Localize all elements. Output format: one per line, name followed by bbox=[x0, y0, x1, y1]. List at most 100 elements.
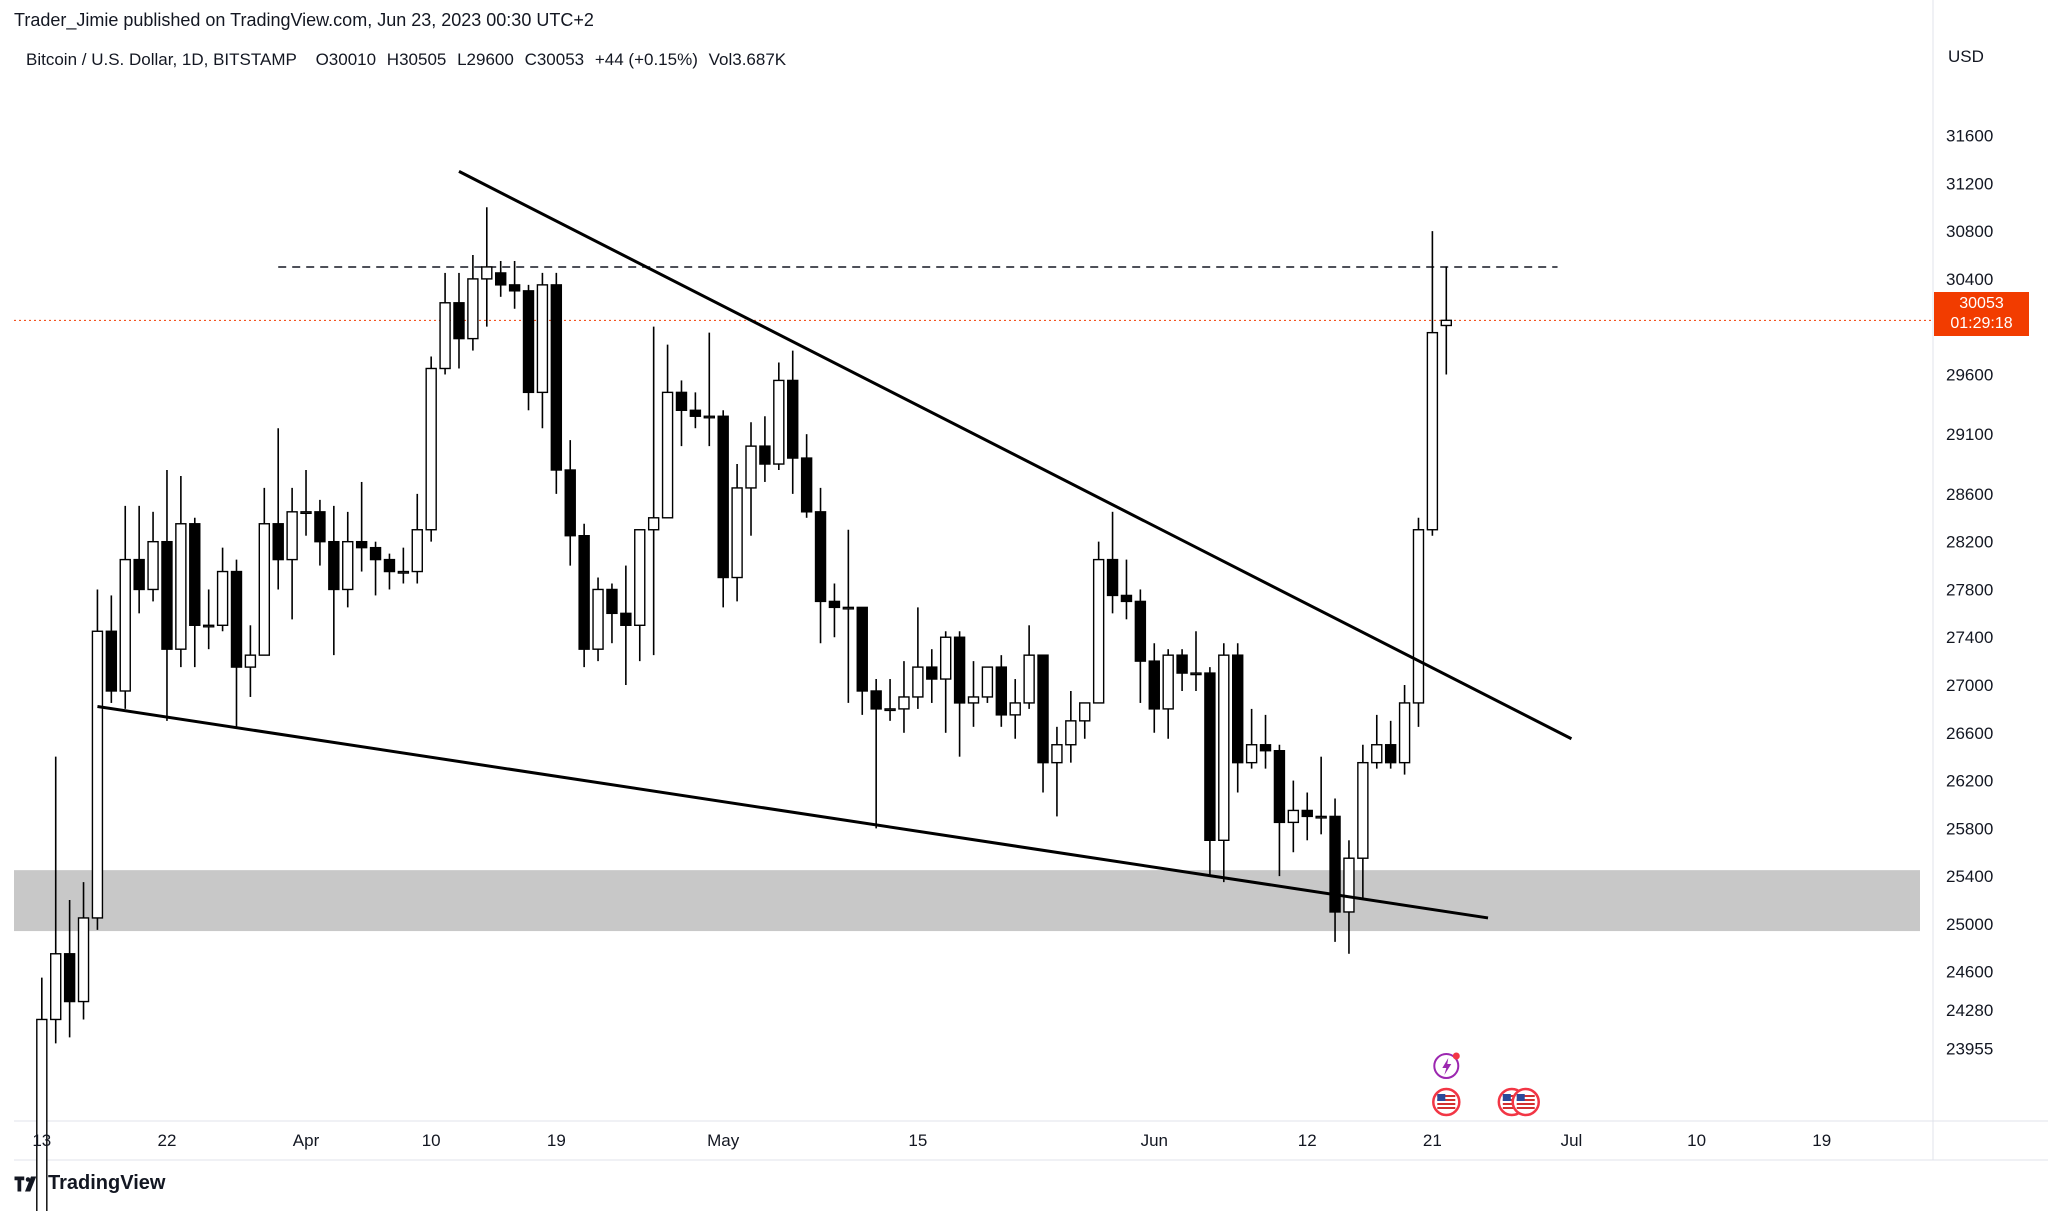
candle-body bbox=[870, 690, 882, 710]
footer-branding[interactable]: TradingView bbox=[14, 1172, 165, 1195]
legend-change: +44 (+0.15%) bbox=[594, 50, 698, 69]
time-axis-label: 13 bbox=[32, 1131, 51, 1150]
candle-body bbox=[77, 917, 90, 1003]
candle-body bbox=[1176, 654, 1188, 674]
us-flag-event-icon[interactable] bbox=[1432, 1087, 1461, 1117]
candle-body bbox=[898, 696, 910, 710]
candle-body bbox=[1287, 809, 1300, 824]
candle-body bbox=[1092, 558, 1105, 704]
candle-body bbox=[675, 391, 688, 411]
candle-body bbox=[939, 636, 952, 680]
candle-body bbox=[1079, 702, 1091, 722]
time-axis-label: Jun bbox=[1141, 1131, 1168, 1150]
price-axis-label: 26200 bbox=[1946, 772, 1993, 791]
chart-legend: Bitcoin / U.S. Dollar, 1D, BITSTAMP O300… bbox=[26, 50, 800, 70]
flash-event-icon[interactable] bbox=[1433, 1052, 1460, 1079]
candle-body bbox=[494, 272, 507, 286]
candle-body bbox=[1009, 702, 1021, 716]
descending-support-trendline[interactable] bbox=[97, 705, 1489, 920]
candle-body bbox=[216, 570, 229, 626]
candle-body bbox=[105, 630, 118, 692]
candle-body bbox=[397, 570, 410, 574]
candle-body bbox=[745, 445, 757, 489]
time-axis-label: May bbox=[707, 1131, 740, 1150]
price-axis-label: 27400 bbox=[1946, 628, 1993, 647]
candle-body bbox=[1329, 815, 1341, 913]
candle-body bbox=[981, 666, 994, 698]
price-axis-label: 28600 bbox=[1946, 485, 1993, 504]
candle-body bbox=[175, 523, 187, 650]
candle-body bbox=[202, 624, 215, 628]
candle-body bbox=[1273, 750, 1286, 824]
candle-body bbox=[481, 266, 493, 280]
price-axis-label: 26600 bbox=[1946, 724, 1993, 743]
candle-body bbox=[1245, 744, 1258, 764]
price-axis-label: 28200 bbox=[1946, 533, 1993, 552]
candle-body bbox=[759, 445, 771, 465]
candle-body bbox=[787, 379, 799, 459]
candle-body bbox=[661, 391, 674, 519]
candle-body bbox=[828, 600, 841, 609]
descending-resistance-trendline[interactable] bbox=[458, 170, 1573, 741]
candle-body bbox=[953, 636, 966, 704]
candle-body bbox=[1218, 654, 1230, 841]
candle-body bbox=[1384, 744, 1397, 764]
candle-body bbox=[814, 511, 827, 603]
price-axis-label: 29100 bbox=[1946, 425, 1993, 444]
candle-body bbox=[328, 540, 340, 591]
candle-body bbox=[703, 415, 715, 419]
candle-body bbox=[967, 696, 980, 704]
candle-body bbox=[342, 540, 354, 591]
candle-body bbox=[647, 517, 660, 531]
candle-body bbox=[91, 630, 104, 919]
candle-body bbox=[995, 666, 1008, 716]
candle-body bbox=[439, 302, 451, 370]
candle-body bbox=[272, 523, 284, 561]
candle-body bbox=[1051, 744, 1063, 764]
candle-body bbox=[606, 588, 618, 615]
candle-body bbox=[1357, 761, 1369, 859]
candle-body bbox=[773, 379, 785, 465]
time-axis-label: Apr bbox=[293, 1131, 320, 1150]
last-price-badge: 30053 01:29:18 bbox=[1934, 292, 2029, 336]
candle-body bbox=[383, 558, 396, 573]
candle-body bbox=[842, 606, 855, 610]
candle-body bbox=[300, 511, 312, 515]
candle-body bbox=[244, 654, 257, 668]
candle-body bbox=[1440, 319, 1453, 327]
candle-body bbox=[578, 535, 590, 650]
candle-body bbox=[1037, 654, 1049, 764]
candle-body bbox=[1301, 809, 1313, 818]
candle-body bbox=[258, 523, 271, 656]
candle-body bbox=[119, 558, 131, 692]
candle-body bbox=[369, 546, 382, 561]
candle-body bbox=[1023, 654, 1035, 704]
candle-body bbox=[133, 558, 145, 591]
candle-body bbox=[926, 666, 938, 680]
candle-body bbox=[1315, 815, 1327, 819]
price-axis-label: 27800 bbox=[1946, 580, 1993, 599]
price-axis-label: 25400 bbox=[1946, 867, 1993, 886]
candle-body bbox=[731, 487, 743, 579]
candle-body bbox=[536, 284, 549, 394]
publisher-line: Trader_Jimie published on TradingView.co… bbox=[14, 10, 594, 30]
price-axis-label: 24280 bbox=[1946, 1001, 1993, 1020]
us-flag-event-icon[interactable] bbox=[1511, 1087, 1540, 1117]
time-axis-label: 19 bbox=[1812, 1131, 1831, 1150]
candle-body bbox=[1426, 331, 1439, 531]
candle-body bbox=[467, 278, 479, 340]
price-axis-label: 29600 bbox=[1946, 365, 1993, 384]
candle-body bbox=[592, 588, 604, 650]
legend-low: L29600 bbox=[457, 50, 514, 69]
candle-body bbox=[63, 953, 76, 1003]
candle-body bbox=[564, 469, 576, 537]
candle-body bbox=[856, 606, 868, 692]
candle-body bbox=[1134, 600, 1147, 662]
candle-body bbox=[1412, 529, 1425, 704]
time-axis-label: 22 bbox=[158, 1131, 177, 1150]
candle-body bbox=[1204, 672, 1216, 841]
time-axis-label: 15 bbox=[908, 1131, 927, 1150]
legend-high: H30505 bbox=[386, 50, 447, 69]
candle-body bbox=[1398, 702, 1411, 764]
